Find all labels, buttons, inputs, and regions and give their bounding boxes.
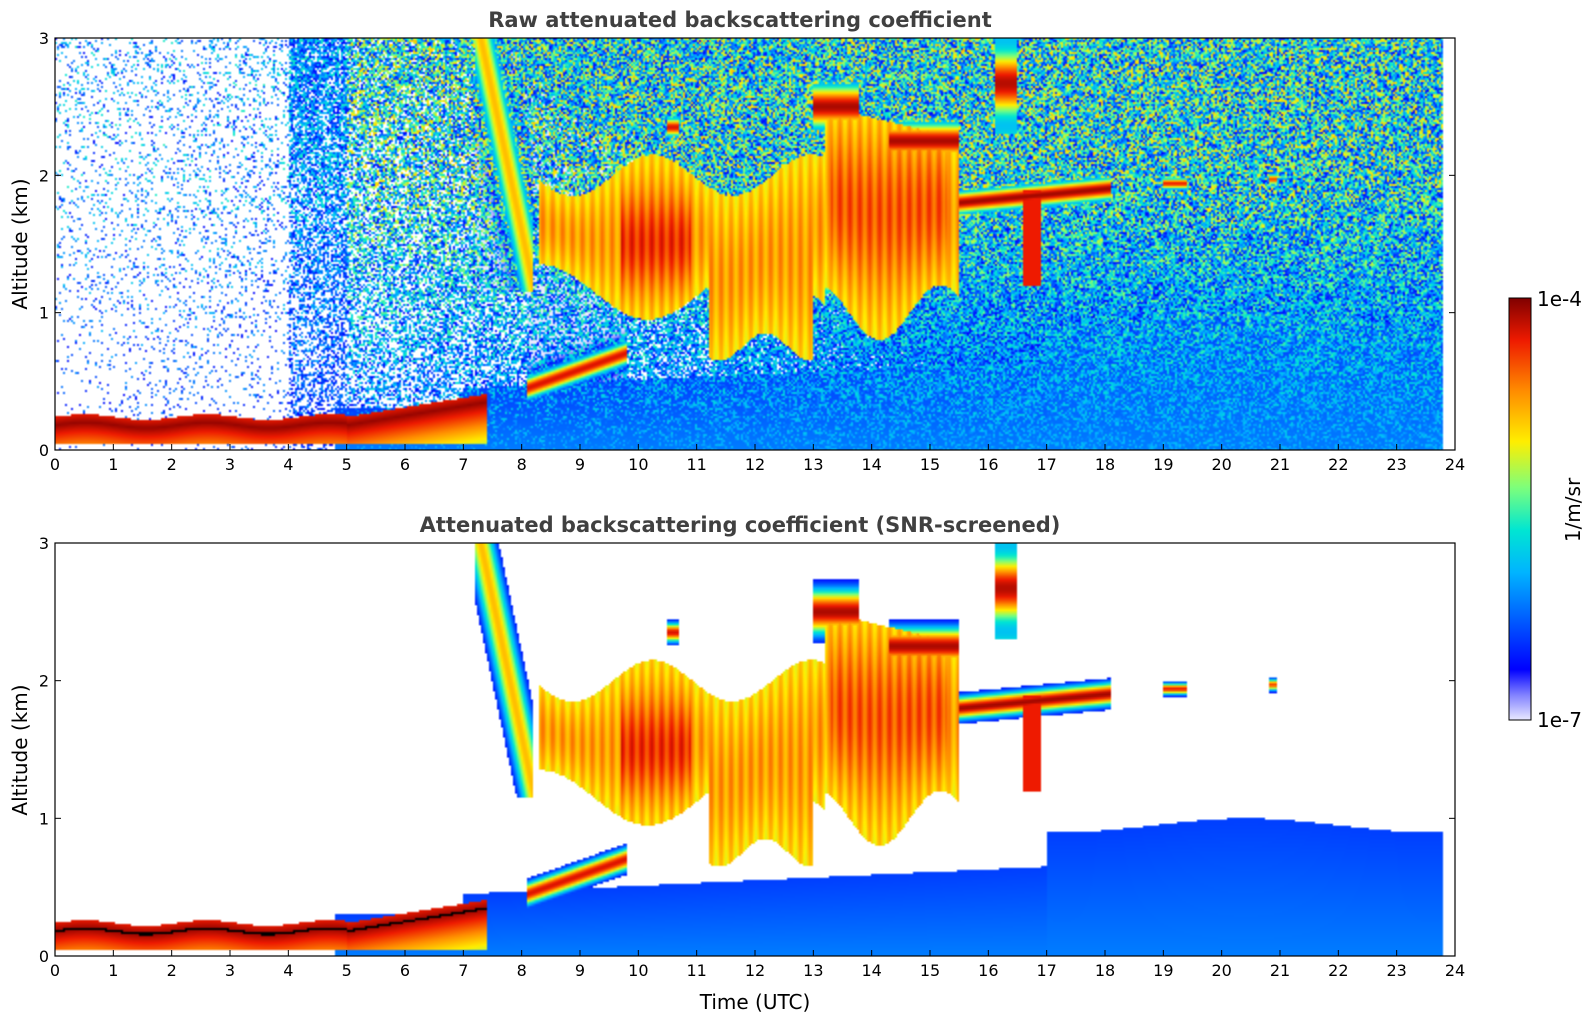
panel-raw-xtick-label: 21 — [1270, 455, 1290, 474]
panel-screened-xtick-label: 17 — [1036, 961, 1056, 980]
panel-raw-xtick-label: 15 — [920, 455, 940, 474]
panel-screened-xtick-label: 4 — [283, 961, 293, 980]
colorbar: 1e-4 1e-7 1/m/sr — [1508, 287, 1585, 732]
panel-screened-xtick-label: 21 — [1270, 961, 1290, 980]
panel-raw-xtick-label: 3 — [225, 455, 235, 474]
panel-screened-heatmap — [55, 543, 1455, 956]
panel-raw-xtick-label: 24 — [1445, 455, 1465, 474]
panel-screened-xtick-label: 19 — [1153, 961, 1173, 980]
panel-raw-xtick-label: 5 — [342, 455, 352, 474]
panel-raw-xtick-label: 4 — [283, 455, 293, 474]
panel-raw-xtick-label: 23 — [1386, 455, 1406, 474]
panel-screened-xtick-label: 18 — [1095, 961, 1115, 980]
panel-screened-xtick-label: 8 — [517, 961, 527, 980]
panel-screened-ytick-label: 1 — [39, 809, 49, 828]
panel-raw-title: Raw attenuated backscattering coefficien… — [488, 8, 992, 32]
panel-raw-heatmap — [55, 38, 1455, 450]
colorbar-gradient — [1508, 297, 1532, 721]
panel-raw-xtick-label: 12 — [745, 455, 765, 474]
panel-screened-ytick-label: 2 — [39, 672, 49, 691]
panel-raw-xtick-label: 20 — [1211, 455, 1231, 474]
panel-screened-xtick-label: 3 — [225, 961, 235, 980]
panel-screened-xtick-label: 2 — [167, 961, 177, 980]
panel-screened-xtick-label: 1 — [108, 961, 118, 980]
panel-raw: Raw attenuated backscattering coefficien… — [8, 8, 1465, 474]
panel-raw-xtick-label: 16 — [978, 455, 998, 474]
panel-screened-ytick-label: 0 — [39, 947, 49, 966]
panel-screened-ytick-label: 3 — [39, 534, 49, 553]
panel-raw-xtick-label: 9 — [575, 455, 585, 474]
panel-raw-xtick-label: 11 — [686, 455, 706, 474]
panel-screened-xtick-label: 15 — [920, 961, 940, 980]
panel-screened-xtick-label: 22 — [1328, 961, 1348, 980]
panel-raw-ticks: 0 1 2 3 4 5 6 7 8 9 10 11 12 13 14 15 16 17 18 19 20 21 22 23 24… — [39, 29, 1465, 474]
colorbar-unit-label: 1/m/sr — [1561, 477, 1585, 542]
panel-raw-xtick-label: 18 — [1095, 455, 1115, 474]
panel-screened-xtick-label: 16 — [978, 961, 998, 980]
panel-screened-xtick-label: 7 — [458, 961, 468, 980]
panel-raw-xtick-label: 2 — [167, 455, 177, 474]
panel-raw-xtick-label: 7 — [458, 455, 468, 474]
panel-raw-xtick-label: 10 — [628, 455, 648, 474]
panel-screened-xtick-label: 6 — [400, 961, 410, 980]
panel-screened-plot-area — [54, 542, 1456, 957]
panel-raw-xtick-label: 14 — [861, 455, 881, 474]
panel-raw-ylabel: Altitude (km) — [8, 178, 32, 309]
panel-screened-xtick-label: 20 — [1211, 961, 1231, 980]
panel-raw-ytick-label: 3 — [39, 29, 49, 48]
panel-screened-xtick-label: 0 — [50, 961, 60, 980]
panel-raw-xtick-label: 19 — [1153, 455, 1173, 474]
panel-raw-xtick-label: 8 — [517, 455, 527, 474]
panel-raw-ytick-label: 2 — [39, 166, 49, 185]
colorbar-min-label: 1e-7 — [1537, 708, 1582, 732]
panel-screened-xtick-label: 23 — [1386, 961, 1406, 980]
panel-raw-ytick-label: 1 — [39, 304, 49, 323]
panel-screened-xtick-label: 12 — [745, 961, 765, 980]
panel-screened-xtick-label: 9 — [575, 961, 585, 980]
colorbar-max-label: 1e-4 — [1537, 287, 1582, 311]
panel-screened-xtick-label: 14 — [861, 961, 881, 980]
panel-screened-xtick-label: 5 — [342, 961, 352, 980]
panel-screened-ticks: 0 1 2 3 4 5 6 7 8 9 10 11 12 13 14 15 16 17 18 19 20 21 22 23 24… — [39, 534, 1465, 980]
panel-screened-title: Attenuated backscattering coefficient (S… — [420, 513, 1061, 537]
panel-screened-xtick-label: 10 — [628, 961, 648, 980]
panel-raw-plot-area — [54, 37, 1456, 451]
panel-raw-xtick-label: 0 — [50, 455, 60, 474]
panel-raw-xtick-label: 17 — [1036, 455, 1056, 474]
panel-raw-ytick-label: 0 — [39, 441, 49, 460]
panel-raw-xtick-label: 1 — [108, 455, 118, 474]
panel-raw-xtick-label: 6 — [400, 455, 410, 474]
panel-raw-xtick-label: 13 — [803, 455, 823, 474]
panel-screened: Attenuated backscattering coefficient (S… — [8, 513, 1465, 1014]
panel-screened-xtick-label: 24 — [1445, 961, 1465, 980]
panel-screened-xtick-label: 13 — [803, 961, 823, 980]
panel-screened-xlabel: Time (UTC) — [699, 990, 811, 1014]
panel-screened-xtick-label: 11 — [686, 961, 706, 980]
panel-raw-xtick-label: 22 — [1328, 455, 1348, 474]
panel-screened-ylabel: Altitude (km) — [8, 684, 32, 815]
